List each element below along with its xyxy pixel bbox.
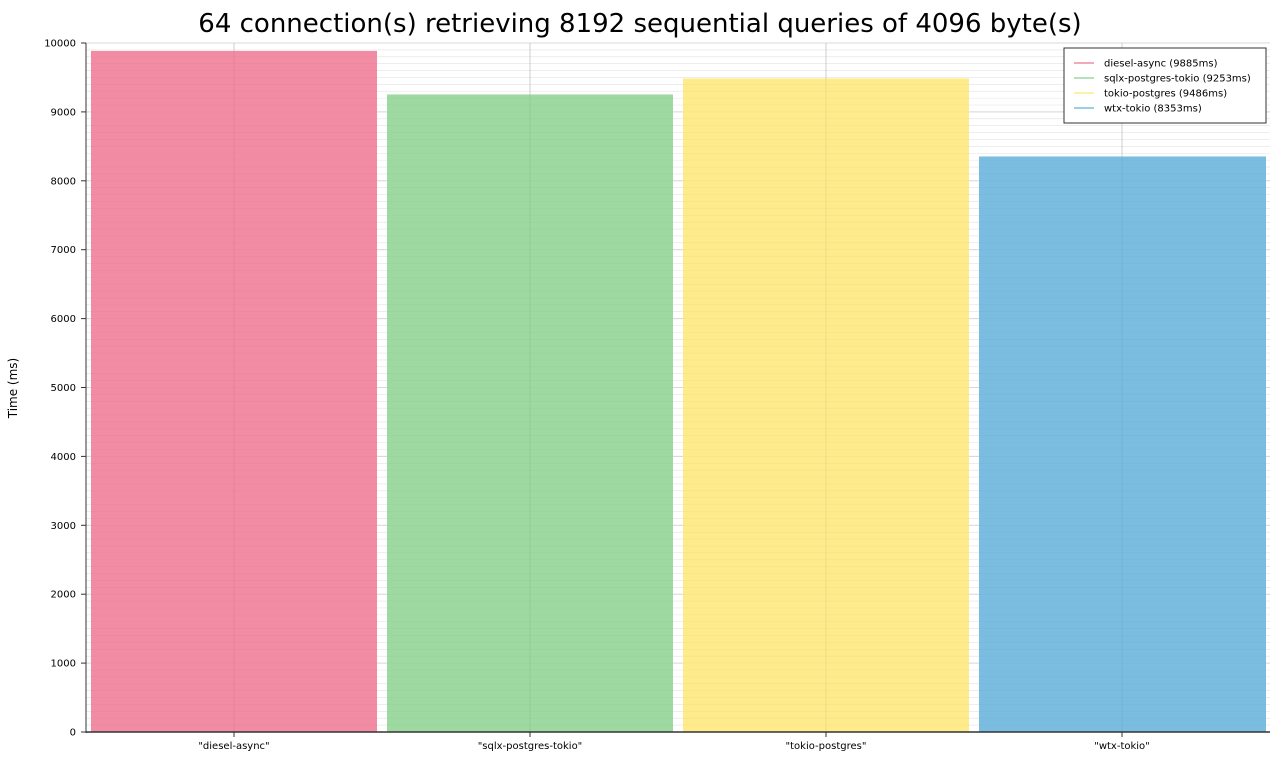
- y-tick-label: 9000: [51, 107, 76, 118]
- chart-title: 64 connection(s) retrieving 8192 sequent…: [198, 9, 1081, 39]
- grid-overlay: [233, 43, 1123, 732]
- x-tick-label: "tokio-postgres": [786, 741, 867, 752]
- legend-label: diesel-async (9885ms): [1104, 59, 1218, 70]
- bar: [979, 156, 1266, 733]
- bars: [91, 50, 1266, 733]
- bar: [91, 50, 377, 733]
- y-tick-label: 1000: [51, 659, 76, 670]
- y-axis-label: Time (ms): [6, 358, 20, 420]
- y-tick-label: 8000: [51, 176, 76, 187]
- legend: diesel-async (9885ms) sqlx-postgres-tokio…: [1063, 47, 1267, 124]
- legend-label: sqlx-postgres-tokio (9253ms): [1104, 74, 1251, 85]
- x-tick-label: "diesel-async": [198, 741, 269, 752]
- y-tick-label: 2000: [51, 590, 76, 601]
- legend-box: [1063, 47, 1267, 124]
- y-ticks: 0 1000 2000 3000 4000 5000 6000 7000 8000 9000 100…: [44, 39, 86, 739]
- x-tick-label: "wtx-tokio": [1094, 741, 1150, 752]
- y-tick-label: 7000: [51, 245, 76, 256]
- bar: [387, 94, 673, 733]
- y-tick-label: 5000: [51, 383, 76, 394]
- legend-label: wtx-tokio (8353ms): [1104, 104, 1202, 115]
- y-tick-label: 6000: [51, 314, 76, 325]
- x-tick-label: "sqlx-postgres-tokio": [478, 741, 583, 752]
- y-tick-label: 4000: [51, 452, 76, 463]
- y-tick-label: 10000: [44, 39, 76, 50]
- bar: [683, 78, 969, 732]
- x-ticks: "diesel-async" "sqlx-postgres-tokio" "toki…: [198, 732, 1150, 752]
- y-tick-label: 3000: [51, 521, 76, 532]
- y-tick-label: 0: [70, 728, 76, 739]
- legend-label: tokio-postgres (9486ms): [1104, 89, 1227, 100]
